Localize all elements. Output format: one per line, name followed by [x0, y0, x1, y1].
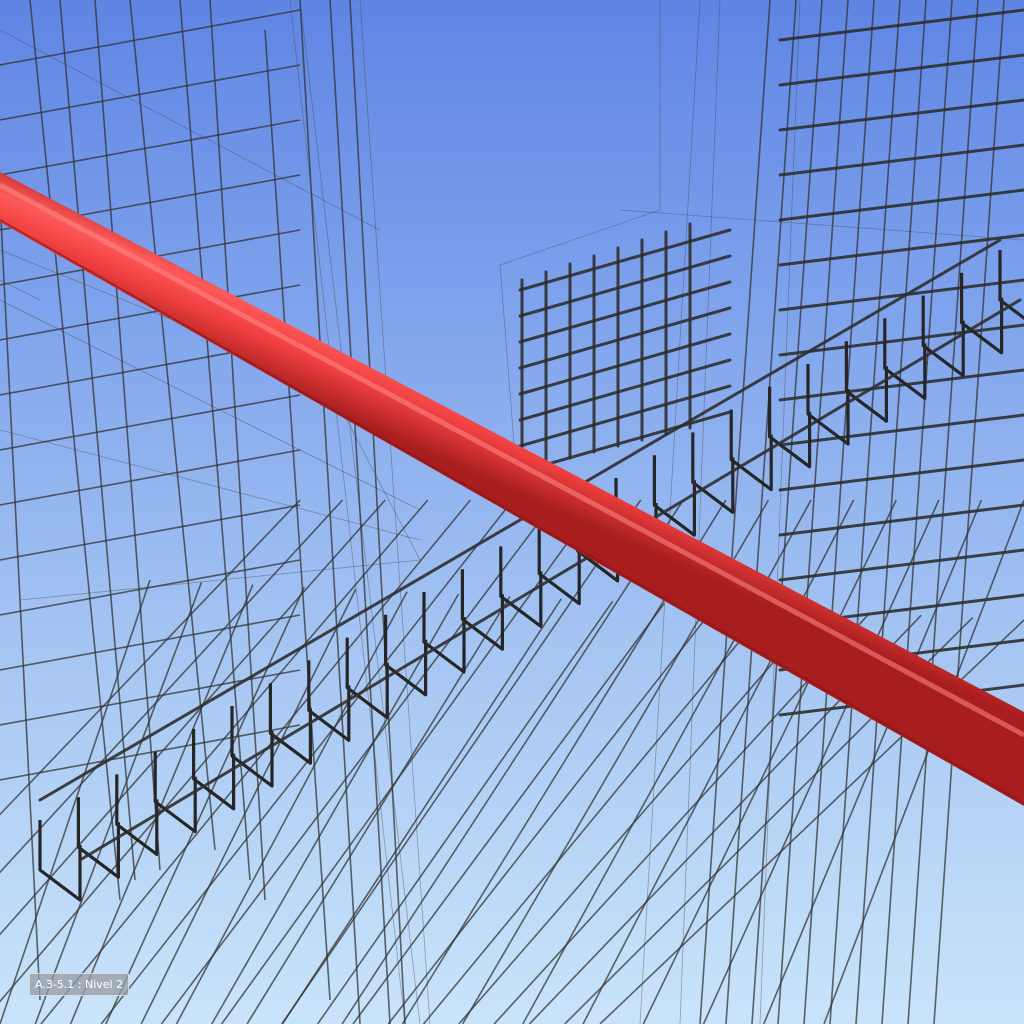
right-column-rebar-cage	[699, 0, 1024, 1024]
beam-stirrups	[38, 238, 1024, 902]
wall-rebar-mesh	[518, 222, 732, 474]
level-label: A.3-5.1 : Nivel 2	[29, 973, 130, 996]
left-column-rebar-cage	[0, 0, 406, 1024]
slab-rebar-grid	[0, 499, 1024, 1024]
red-pipe[interactable]	[0, 172, 1024, 806]
